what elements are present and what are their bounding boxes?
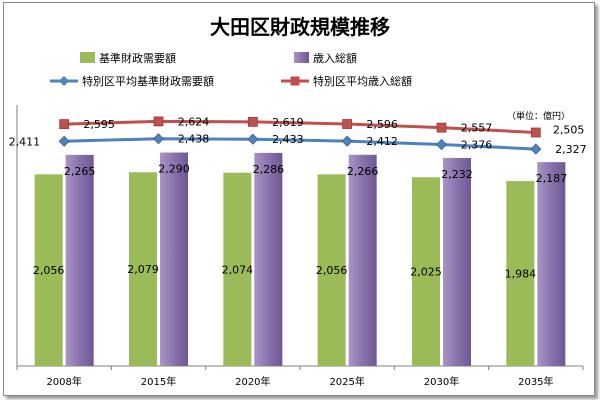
bar-data-label: 1,984 <box>505 268 537 281</box>
line-point-square <box>153 116 164 127</box>
line-data-label: 2,619 <box>272 116 304 129</box>
bar-data-label: 2,232 <box>441 168 473 181</box>
bar <box>129 172 157 366</box>
line-point-diamond <box>530 143 542 155</box>
legend-label: 基準財政需要額 <box>99 51 176 65</box>
bar-data-label: 2,025 <box>410 266 442 279</box>
line-point-square <box>247 116 258 127</box>
line-point-square <box>342 119 353 129</box>
bar <box>443 157 471 366</box>
line-data-label: 2,505 <box>553 123 585 136</box>
line-data-label: 2,596 <box>366 118 398 131</box>
line-point-diamond <box>152 133 165 145</box>
legend-swatch-bar <box>294 52 309 63</box>
legend-label: 特別区平均基準財政需要額 <box>82 74 214 88</box>
line-data-label: 2,376 <box>461 139 493 152</box>
x-tick-label: 2015年 <box>141 375 176 388</box>
line-data-label: 2,595 <box>83 118 115 131</box>
bar-data-label: 2,265 <box>64 165 96 178</box>
line-point-diamond <box>435 138 448 151</box>
bar <box>223 172 252 366</box>
line-data-label: 2,438 <box>178 133 210 146</box>
series-line <box>64 137 536 151</box>
chart-frame <box>3 2 595 396</box>
line-point-square <box>530 127 541 138</box>
bar-data-label: 2,266 <box>347 165 379 178</box>
x-tick-label: 2008年 <box>46 375 81 388</box>
line-point-diamond <box>58 135 70 147</box>
line-data-label: 2,557 <box>461 122 493 135</box>
bar <box>348 154 377 366</box>
legend-swatch-bar <box>80 52 95 63</box>
bar <box>65 154 94 366</box>
bar <box>506 181 535 366</box>
line-point-diamond <box>341 135 353 147</box>
legend-marker-diamond <box>59 76 69 86</box>
line-data-label: 2,433 <box>272 133 304 146</box>
bar-data-label: 2,290 <box>158 163 190 176</box>
line-point-square <box>436 122 447 133</box>
line-data-label: 2,412 <box>366 135 398 148</box>
unit-note: （単位：億円） <box>507 110 570 122</box>
bar-data-label: 2,074 <box>222 263 254 276</box>
plot-area: 2,056 2,079 2,074 2,056 2,025 1,984 2,265 2,290… <box>9 105 587 388</box>
line-data-label: 2,327 <box>555 143 587 156</box>
line-data-label: 2,411 <box>9 135 41 148</box>
x-tick-label: 2030年 <box>424 375 459 388</box>
line-point-square <box>59 119 70 130</box>
line-data-label: 2,624 <box>178 115 210 128</box>
bar <box>412 177 440 366</box>
series-line <box>64 119 536 134</box>
bar-data-label: 2,079 <box>127 263 159 276</box>
bar-data-label: 2,056 <box>33 264 65 277</box>
bar <box>254 152 283 366</box>
bar <box>537 162 566 366</box>
bar <box>34 174 63 366</box>
x-tick-label: 2025年 <box>329 375 364 388</box>
legend-marker-square <box>290 76 300 86</box>
legend-label: 歳入総額 <box>313 51 357 65</box>
bar-data-label: 2,056 <box>316 264 348 277</box>
bar <box>317 174 346 366</box>
x-tick-label: 2035年 <box>518 375 553 388</box>
chart-title: 大田区財政規模推移 <box>210 15 390 39</box>
legend-label: 特別区平均歳入総額 <box>313 74 412 88</box>
bar-data-label: 2,187 <box>536 172 568 185</box>
line-point-diamond <box>247 133 259 145</box>
x-tick-label: 2020年 <box>235 375 270 388</box>
bar-data-label: 2,286 <box>253 163 285 176</box>
bar <box>160 152 188 366</box>
